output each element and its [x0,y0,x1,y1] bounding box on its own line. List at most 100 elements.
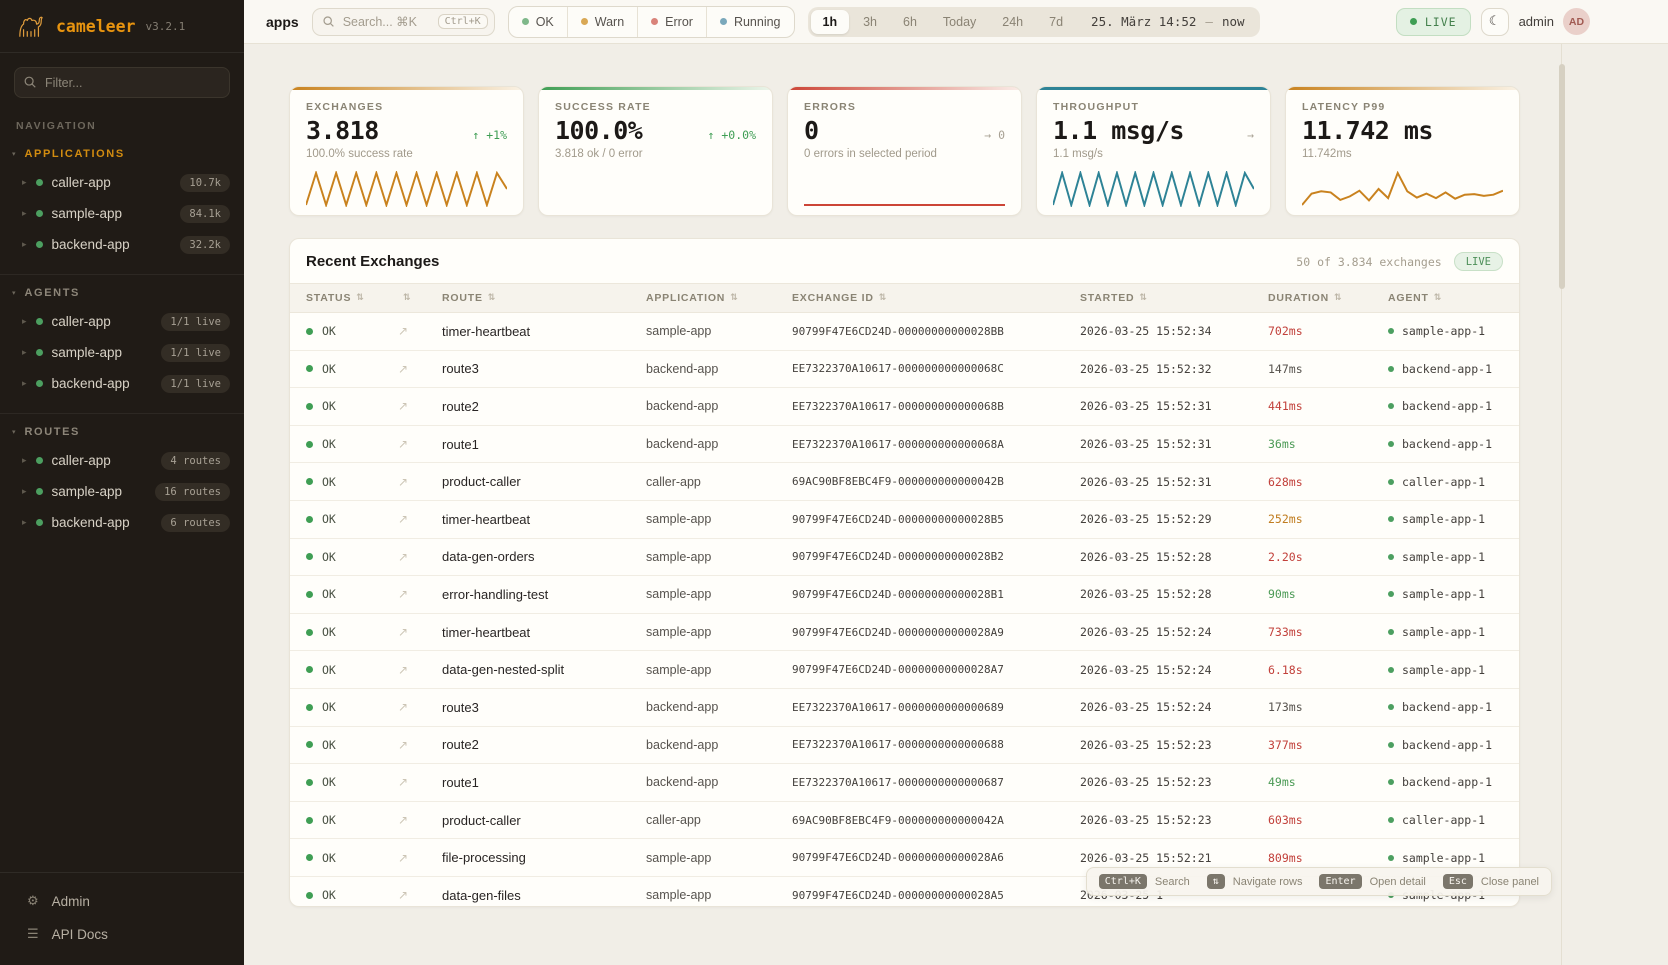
open-trace-icon[interactable]: ↗ [398,361,409,376]
table-row[interactable]: OK ↗ route2 backend-app EE7322370A10617-… [290,388,1519,426]
table-row[interactable]: OK ↗ error-handling-test sample-app 9079… [290,576,1519,614]
status-filter-warn[interactable]: Warn [566,6,637,37]
sidebar-item-caller-app[interactable]: ▸ caller-app 4 routes [0,445,244,476]
column-header-route[interactable]: ROUTE ⇅ [442,292,497,304]
search-input[interactable] [342,14,430,29]
open-trace-icon[interactable]: ↗ [398,399,409,414]
open-trace-icon[interactable]: ↗ [398,662,409,677]
application-cell: sample-app [646,888,712,903]
table-row[interactable]: OK ↗ timer-heartbeat sample-app 90799F47… [290,501,1519,539]
table-row[interactable]: OK ↗ timer-heartbeat sample-app 90799F47… [290,313,1519,351]
stat-card-sparkline [1053,171,1254,207]
sidebar-item-caller-app[interactable]: ▸ caller-app 1/1 live [0,306,244,337]
open-trace-icon[interactable]: ↗ [398,587,409,602]
sidebar-item-label: backend-app [51,515,130,530]
search-box[interactable]: Ctrl+K [311,7,495,36]
table-row[interactable]: OK ↗ timer-heartbeat sample-app 90799F47… [290,614,1519,652]
sidebar-item-label: caller-app [51,175,111,190]
status-cell: OK [306,625,398,639]
route-cell: data-gen-orders [442,549,535,565]
sidebar-footer-api-docs[interactable]: ☰ API Docs [27,927,108,942]
user-menu[interactable]: admin AD [1519,8,1590,35]
table-row[interactable]: OK ↗ file-processing sample-app 90799F47… [290,839,1519,877]
status-filter-group: OK Warn Error Running [507,5,795,38]
stat-card-subtitle: 100.0% success rate [306,148,413,160]
sidebar-item-sample-app[interactable]: ▸ sample-app 1/1 live [0,337,244,368]
status-cell: OK [306,324,398,338]
sidebar-section-header[interactable]: ▾ APPLICATIONS [0,144,244,167]
sidebar-item-label: backend-app [51,376,130,391]
status-dot-icon [651,18,659,25]
scrollbar-thumb[interactable] [1559,64,1565,289]
open-trace-icon[interactable]: ↗ [398,437,409,452]
table-row[interactable]: OK ↗ route1 backend-app EE7322370A10617-… [290,764,1519,802]
live-toggle-button[interactable]: LIVE [1395,7,1471,36]
sidebar-item-caller-app[interactable]: ▸ caller-app 10.7k [0,167,244,198]
sidebar-item-sample-app[interactable]: ▸ sample-app 16 routes [0,476,244,507]
open-trace-icon[interactable]: ↗ [398,324,409,339]
sidebar-item-backend-app[interactable]: ▸ backend-app 1/1 live [0,368,244,399]
status-filter-running[interactable]: Running [705,6,794,37]
stat-card-exchanges[interactable]: EXCHANGES 3.818 ↑ +1% 100.0% success rat… [289,86,524,216]
column-header-started[interactable]: STARTED ⇅ [1080,292,1148,304]
application-cell: caller-app [646,813,701,828]
sidebar-footer-admin[interactable]: ⚙ Admin [27,894,90,909]
open-trace-icon[interactable]: ↗ [398,512,409,527]
stat-card-latency-p99[interactable]: LATENCY P99 11.742 ms 11.742ms [1285,86,1520,216]
open-trace-icon[interactable]: ↗ [398,700,409,715]
table-row[interactable]: OK ↗ route3 backend-app EE7322370A10617-… [290,351,1519,389]
theme-toggle-button[interactable]: ☾ [1480,7,1509,36]
camel-logo-icon [19,16,43,37]
column-header-application[interactable]: APPLICATION ⇅ [646,292,739,304]
date-range[interactable]: 25. März 14:52 — now [1077,14,1256,29]
open-trace-icon[interactable]: ↗ [398,549,409,564]
open-trace-icon[interactable]: ↗ [398,813,409,828]
time-range-3h[interactable]: 3h [863,14,878,29]
open-trace-icon[interactable]: ↗ [398,888,409,903]
open-trace-icon[interactable]: ↗ [398,625,409,640]
time-range-1h[interactable]: 1h [810,9,850,34]
sidebar-section-header[interactable]: ▾ AGENTS [0,283,244,306]
table-row[interactable]: OK ↗ product-caller caller-app 69AC90BF8… [290,802,1519,840]
column-header-trace[interactable]: ⇅ [398,293,442,303]
status-cell: OK [306,475,398,489]
open-trace-icon[interactable]: ↗ [398,850,409,865]
table-row[interactable]: OK ↗ data-gen-orders sample-app 90799F47… [290,539,1519,577]
sidebar-item-backend-app[interactable]: ▸ backend-app 32.2k [0,229,244,260]
brand[interactable]: cameleer v3.2.1 [0,0,244,53]
open-trace-icon[interactable]: ↗ [398,474,409,489]
time-range-7d[interactable]: 7d [1049,14,1064,29]
started-cell: 2026-03-25 15:52:21 [1080,850,1212,865]
stat-card-throughput[interactable]: THROUGHPUT 1.1 msg/s → 1.1 msg/s [1036,86,1271,216]
status-filter-ok[interactable]: OK [509,7,567,37]
stat-card-sparkline [804,204,1005,206]
open-trace-icon[interactable]: ↗ [398,737,409,752]
stat-card-success-rate[interactable]: SUCCESS RATE 100.0% ↑ +0.0% 3.818 ok / 0… [538,86,773,216]
duration-cell: 809ms [1268,850,1303,865]
sidebar-item-sample-app[interactable]: ▸ sample-app 84.1k [0,198,244,229]
column-header-duration[interactable]: DURATION ⇅ [1268,292,1343,304]
time-range-24h[interactable]: 24h [1002,14,1024,29]
table-row[interactable]: OK ↗ route1 backend-app EE7322370A10617-… [290,426,1519,464]
duration-cell: 173ms [1268,700,1303,715]
time-range-6h[interactable]: 6h [903,14,917,29]
time-range-today[interactable]: Today [942,14,977,29]
open-trace-icon[interactable]: ↗ [398,775,409,790]
search-icon [323,16,334,27]
sidebar-item-backend-app[interactable]: ▸ backend-app 6 routes [0,507,244,538]
table-row[interactable]: OK ↗ route3 backend-app EE7322370A10617-… [290,689,1519,727]
exchange-id-cell: EE7322370A10617-000000000000068B [792,399,1004,413]
table-row[interactable]: OK ↗ product-caller caller-app 69AC90BF8… [290,463,1519,501]
agent-status-dot-icon [1388,328,1394,335]
stat-card-errors[interactable]: ERRORS 0 → 0 0 errors in selected period [787,86,1022,216]
status-filter-error[interactable]: Error [637,6,706,37]
column-header-exchange-id[interactable]: EXCHANGE ID ⇅ [792,292,888,304]
sidebar-filter-input[interactable] [14,67,230,98]
table-row[interactable]: OK ↗ route2 backend-app EE7322370A10617-… [290,727,1519,765]
column-header-status[interactable]: STATUS ⇅ [306,292,365,304]
table-row[interactable]: OK ↗ data-gen-nested-split sample-app 90… [290,651,1519,689]
sidebar-item-badge: 1/1 live [161,374,230,393]
column-header-agent[interactable]: AGENT ⇅ [1388,292,1443,304]
sidebar-section-header[interactable]: ▾ ROUTES [0,422,244,445]
sidebar-sections: ▾ APPLICATIONS ▸ caller-app 10.7k ▸ samp… [0,136,244,548]
